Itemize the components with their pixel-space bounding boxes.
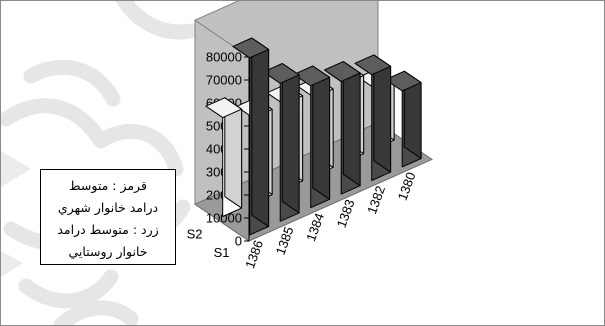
legend-line-3: زرد : متوسط درامد bbox=[57, 222, 159, 237]
legend-line-2: درامد خانوار شهري bbox=[57, 200, 159, 215]
value-tick-label: 10000 bbox=[206, 211, 242, 226]
series-axis-label: S1 bbox=[214, 245, 230, 260]
bar-S1-1384 bbox=[293, 65, 331, 209]
value-tick-label: 80000 bbox=[206, 50, 242, 65]
value-tick-label: 0 bbox=[235, 234, 242, 249]
bar-S2-1386 bbox=[205, 97, 243, 217]
series-axis-label: S2 bbox=[187, 226, 203, 241]
bar-S1-1382 bbox=[354, 54, 392, 181]
legend-box: قرمز : متوسط درامد خانوار شهري زرد : متو… bbox=[40, 169, 176, 265]
bar-S1-1380 bbox=[384, 70, 422, 168]
legend-line-4: خانوار روستايي bbox=[68, 244, 148, 259]
bar-S1-1383 bbox=[323, 61, 361, 195]
bar-S1-1385 bbox=[262, 63, 300, 222]
category-tick-label: 1386 bbox=[242, 238, 266, 270]
legend-line-1: قرمز : متوسط bbox=[69, 178, 147, 193]
value-tick-label: 70000 bbox=[206, 73, 242, 88]
bar-S1-1386 bbox=[232, 37, 270, 236]
